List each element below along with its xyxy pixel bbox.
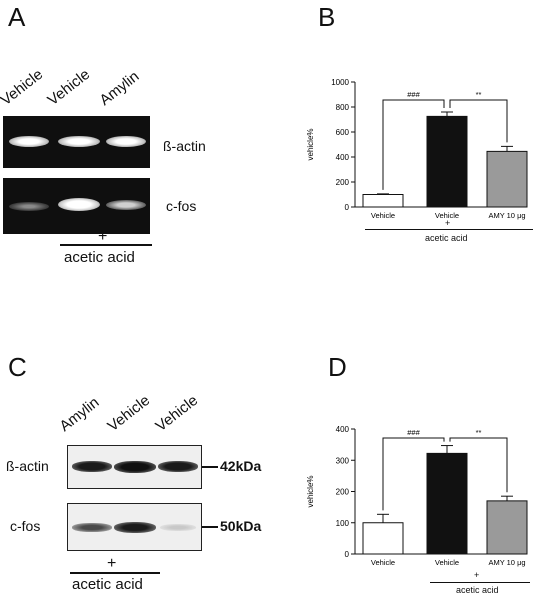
panel-c-treatment-bar	[70, 572, 160, 574]
panel-b-significance-bracket-1	[449, 99, 508, 143]
wb-cfos-band-1	[72, 523, 112, 532]
wb-cfos-band-3	[160, 524, 196, 531]
panel-b-ytick-label-0: 0	[345, 203, 350, 212]
panel-c-lane-2-label: Vehicle	[104, 391, 154, 435]
panel-d-bar-0	[362, 522, 404, 555]
panel-c-lane-3-label: Vehicle	[152, 391, 202, 435]
panel-c-treatment-label: acetic acid	[72, 576, 143, 593]
panel-b-treatment-bar	[365, 229, 533, 230]
wb-actin-band-2	[114, 461, 156, 473]
panel-a-plus: +	[98, 228, 108, 245]
panel-d-bar-1	[426, 452, 468, 555]
cfos-band-1	[9, 202, 49, 211]
panel-d-ylabel: vehicle%	[306, 475, 315, 507]
panel-b-bar-1	[426, 115, 468, 208]
panel-d-ytick-label-1: 100	[336, 519, 350, 528]
panel-b-bar-0	[362, 194, 404, 208]
panel-d-treatment-bar	[430, 582, 530, 583]
panel-a-lane-2-label: Vehicle	[44, 65, 94, 109]
panel-c-plus: +	[107, 555, 117, 572]
panel-b-significance-label-1: **	[476, 90, 482, 99]
panel-a-treatment-label: acetic acid	[64, 249, 135, 266]
panel-a-lane-1-label: Vehicle	[0, 65, 47, 109]
panel-b-bar-chart: 0 200 400 600 800 1000 vehicle% Vehicle Vehicle A…	[306, 78, 528, 220]
panel-b-letter: B	[318, 2, 336, 32]
panel-d-letter: D	[328, 352, 347, 382]
panel-d-significance-bracket-0	[382, 437, 445, 511]
panel-b-plus: +	[445, 218, 451, 228]
panel-d-xtick-label-1: Vehicle	[435, 558, 459, 567]
cfos-band-2	[58, 198, 100, 211]
panel-d-ytick-label-0: 0	[345, 550, 350, 559]
panel-d-plus: +	[474, 570, 480, 580]
wb-cfos-band-2	[114, 522, 156, 533]
panel-d-bar-chart: 0 100 200 300 400 vehicle% Vehicle Vehicle AMY 1…	[306, 425, 528, 567]
marker-50kda: 50kDa	[220, 518, 262, 534]
panel-a-letter: A	[8, 2, 26, 32]
marker-42kda: 42kDa	[220, 458, 262, 474]
panel-d-ytick-label-2: 200	[336, 488, 350, 497]
panel-b-significance-label-0: ###	[407, 90, 420, 99]
panel-b-ytick-label-2: 400	[336, 153, 350, 162]
panel-c-cfos-blot	[67, 503, 202, 551]
panel-d-xtick-label-2: AMY 10 μg	[488, 558, 525, 567]
wb-actin-band-1	[72, 461, 112, 472]
panel-b-ytick-label-4: 800	[336, 103, 350, 112]
panel-d-xtick-label-0: Vehicle	[371, 558, 395, 567]
panel-b-significance-bracket-0	[382, 99, 445, 190]
marker-50-tick	[202, 526, 218, 528]
panel-b-ytick-label-1: 200	[336, 178, 350, 187]
panel-d-significance-label-0: ###	[407, 428, 420, 437]
panel-b-xtick-label-1: Vehicle	[435, 211, 459, 220]
panel-c-actin-label: ß-actin	[6, 458, 49, 474]
panel-a-cfos-label: c-fos	[166, 198, 197, 214]
panel-a-actin-label: ß-actin	[163, 138, 206, 154]
actin-band-3	[106, 136, 146, 147]
panel-d-significance-bracket-1	[449, 437, 508, 493]
actin-band-2	[58, 136, 100, 147]
panel-b-ylabel: vehicle%	[306, 128, 315, 160]
actin-band-1	[9, 136, 49, 147]
panel-d-significance-label-1: **	[476, 428, 482, 437]
panel-d-treatment-label: acetic acid	[456, 585, 499, 595]
panel-a-cfos-gel	[3, 178, 150, 234]
panel-d-ytick-label-4: 400	[336, 425, 350, 434]
panel-b-xtick-label-0: Vehicle	[371, 211, 395, 220]
panel-b-ytick-label-3: 600	[336, 128, 350, 137]
panel-d-ytick-label-3: 300	[336, 456, 350, 465]
panel-a-actin-gel	[3, 116, 150, 168]
panel-d-bar-2	[486, 500, 528, 555]
panel-b-xtick-label-2: AMY 10 μg	[488, 211, 525, 220]
panel-b-treatment-label: acetic acid	[425, 233, 468, 243]
panel-b-bar-2	[486, 150, 528, 208]
panel-c-cfos-label: c-fos	[10, 518, 41, 534]
cfos-band-3	[106, 200, 146, 210]
marker-42-tick	[202, 466, 218, 468]
panel-c-lane-1-label: Amylin	[56, 393, 103, 435]
panel-c-letter: C	[8, 352, 27, 382]
panel-a-treatment-bar	[60, 244, 152, 246]
wb-actin-band-3	[158, 461, 198, 472]
panel-a-lane-3-label: Amylin	[96, 67, 143, 109]
panel-c-actin-blot	[67, 445, 202, 489]
panel-b-ytick-label-5: 1000	[331, 78, 349, 87]
